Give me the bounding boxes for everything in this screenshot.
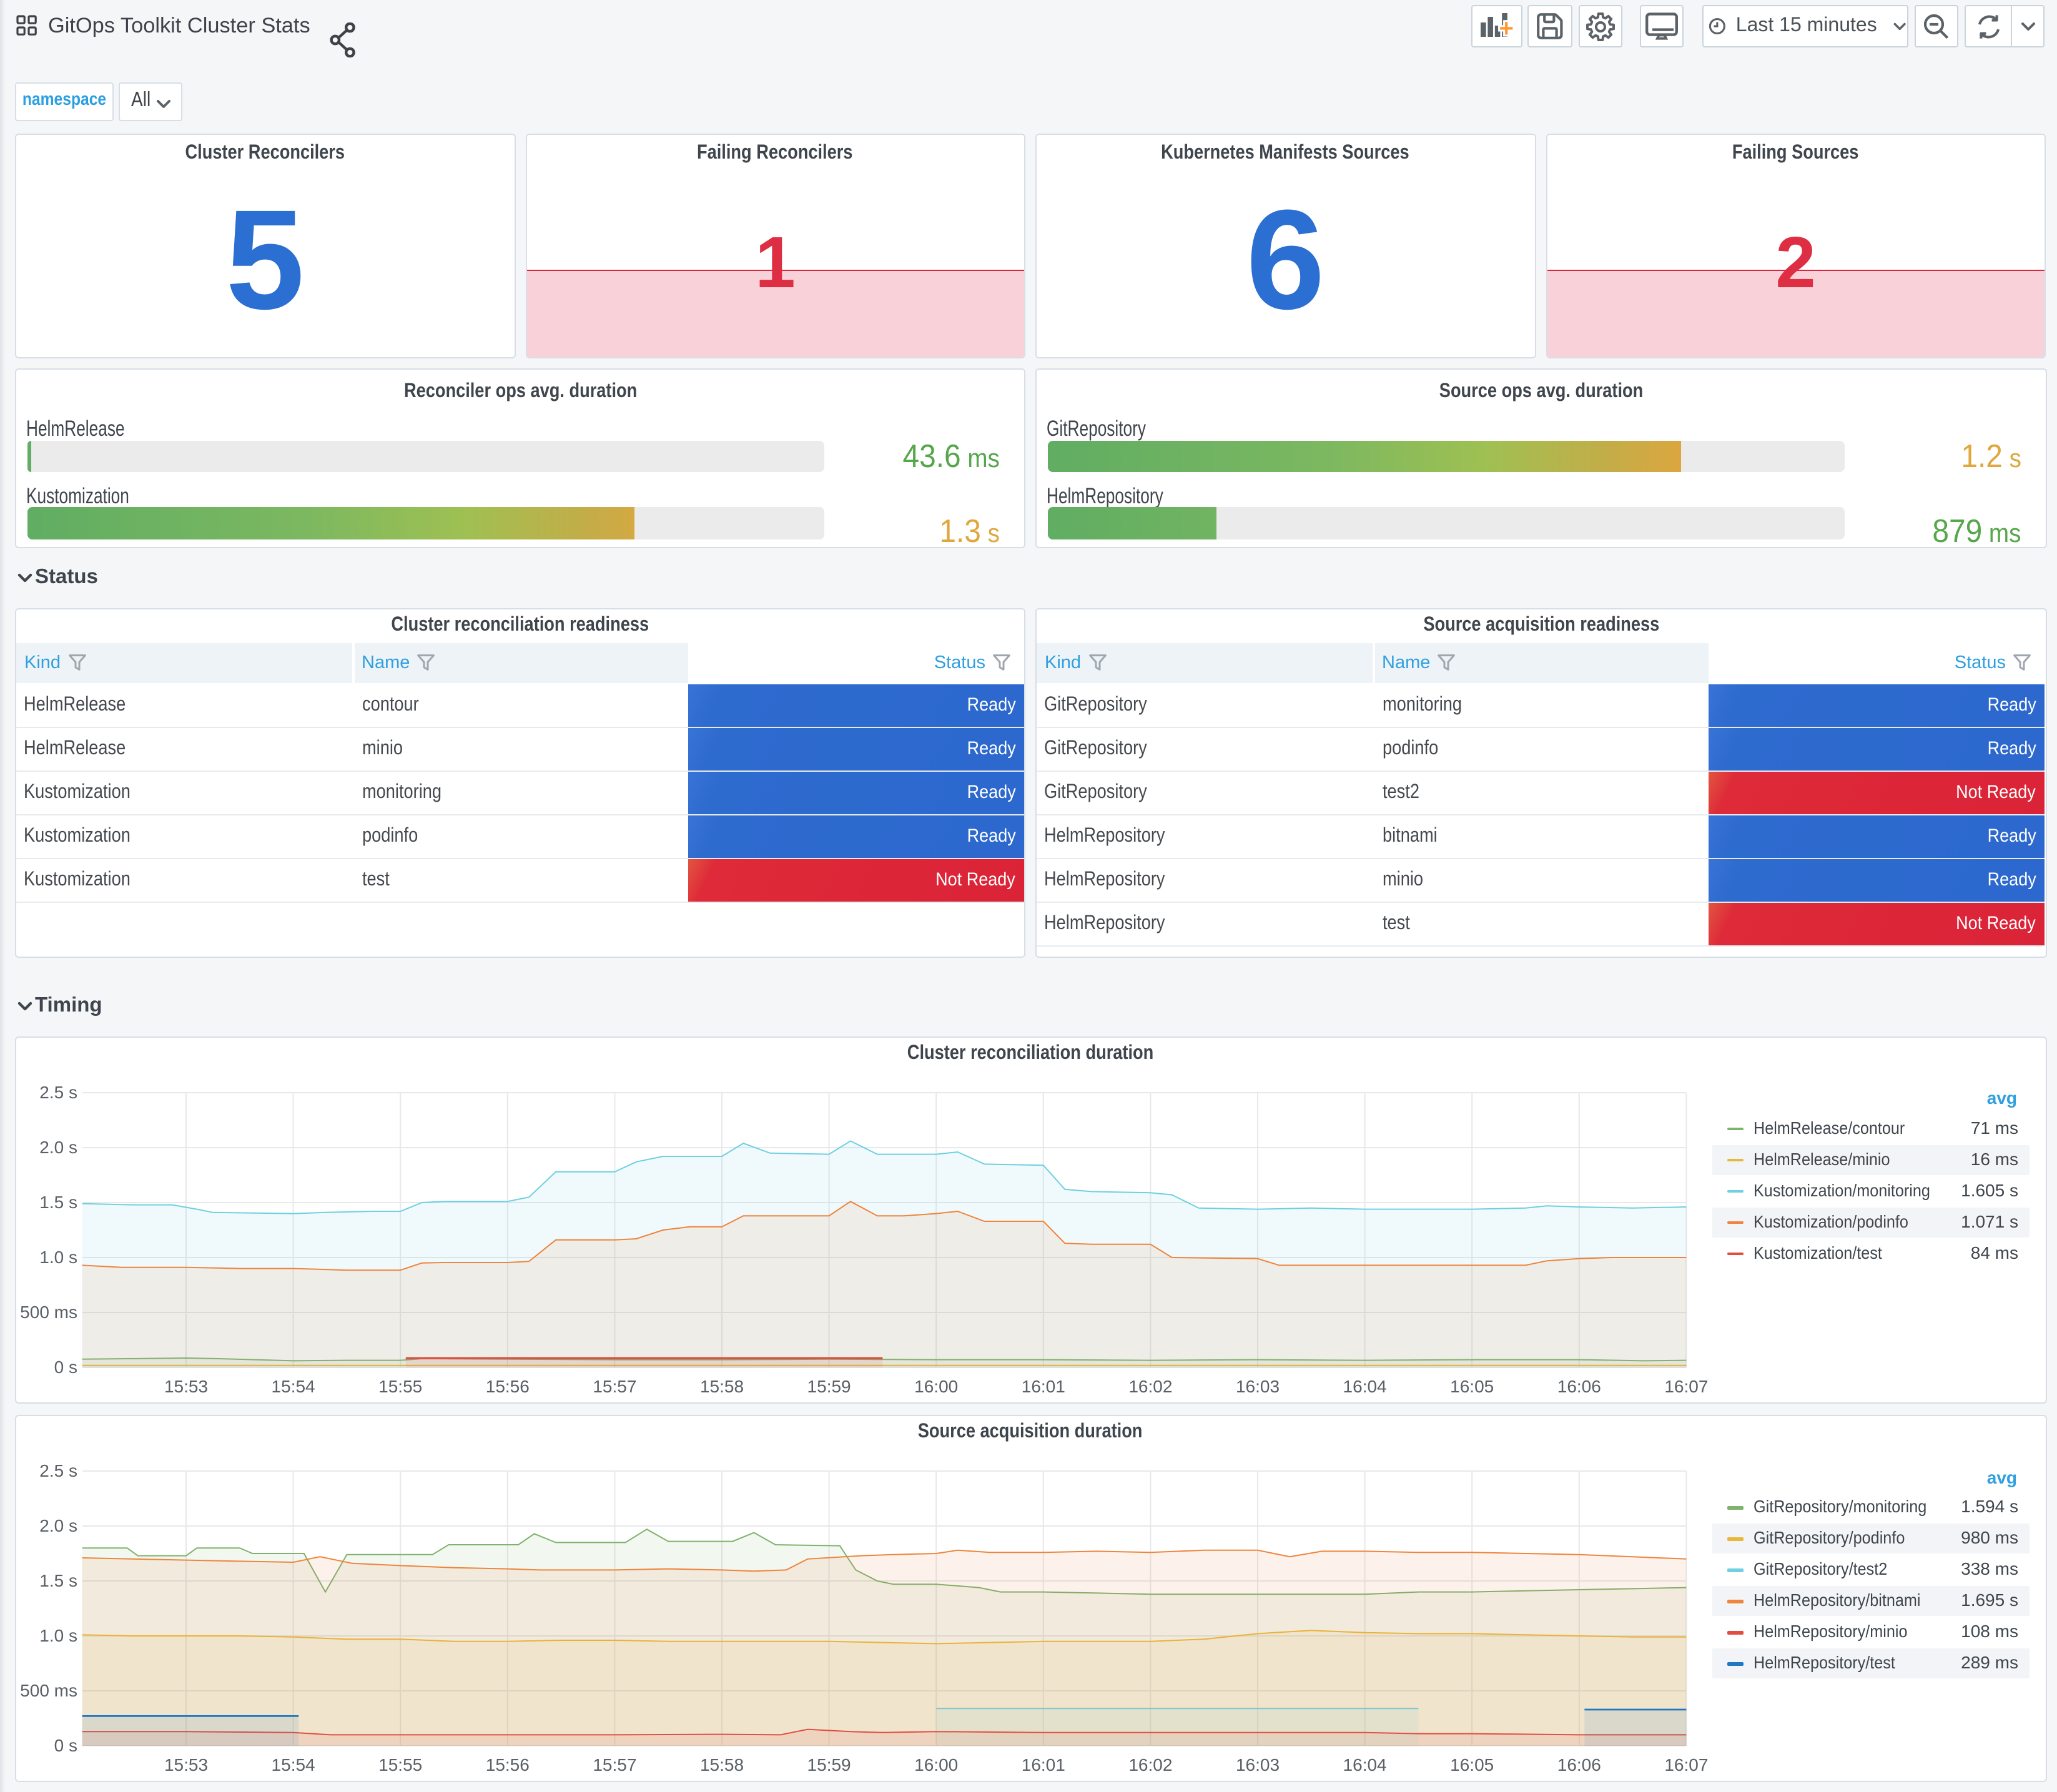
svg-text:15:54: 15:54 [272, 1755, 315, 1774]
svg-text:15:53: 15:53 [164, 1755, 208, 1774]
svg-text:2.5 s: 2.5 s [39, 1460, 77, 1480]
svg-text:0 s: 0 s [54, 1735, 77, 1755]
svg-text:15:56: 15:56 [486, 1755, 530, 1774]
svg-text:1.5 s: 1.5 s [39, 1193, 77, 1212]
svg-text:16:03: 16:03 [1236, 1377, 1280, 1396]
svg-text:500 ms: 500 ms [20, 1680, 77, 1700]
svg-text:2.0 s: 2.0 s [39, 1515, 77, 1535]
svg-text:16:02: 16:02 [1128, 1755, 1172, 1774]
svg-text:16:04: 16:04 [1343, 1377, 1387, 1396]
svg-text:1.5 s: 1.5 s [39, 1570, 77, 1590]
svg-text:16:01: 16:01 [1022, 1755, 1065, 1774]
svg-text:1.0 s: 1.0 s [39, 1625, 77, 1645]
svg-text:15:56: 15:56 [486, 1377, 530, 1396]
svg-text:16:06: 16:06 [1557, 1755, 1601, 1774]
svg-text:16:06: 16:06 [1557, 1377, 1601, 1396]
svg-text:16:00: 16:00 [914, 1755, 958, 1774]
svg-text:16:02: 16:02 [1128, 1377, 1172, 1396]
svg-text:0 s: 0 s [54, 1357, 77, 1377]
svg-text:16:05: 16:05 [1450, 1377, 1494, 1396]
svg-text:16:07: 16:07 [1664, 1755, 1708, 1774]
svg-text:16:05: 16:05 [1450, 1755, 1494, 1774]
svg-text:16:00: 16:00 [914, 1377, 958, 1396]
svg-text:16:01: 16:01 [1022, 1377, 1065, 1396]
svg-text:15:59: 15:59 [807, 1377, 851, 1396]
svg-text:2.5 s: 2.5 s [39, 1083, 77, 1102]
svg-text:16:07: 16:07 [1664, 1377, 1708, 1396]
svg-text:15:55: 15:55 [378, 1377, 422, 1396]
svg-text:15:59: 15:59 [807, 1755, 851, 1774]
svg-text:16:03: 16:03 [1236, 1755, 1280, 1774]
svg-text:15:55: 15:55 [378, 1755, 422, 1774]
svg-text:15:58: 15:58 [700, 1377, 744, 1396]
svg-text:16:04: 16:04 [1343, 1755, 1387, 1774]
svg-text:15:54: 15:54 [272, 1377, 315, 1396]
svg-text:15:57: 15:57 [593, 1755, 636, 1774]
svg-text:15:53: 15:53 [164, 1377, 208, 1396]
svg-text:15:58: 15:58 [700, 1755, 744, 1774]
svg-text:2.0 s: 2.0 s [39, 1138, 77, 1157]
svg-text:500 ms: 500 ms [20, 1302, 77, 1322]
svg-text:1.0 s: 1.0 s [39, 1248, 77, 1267]
svg-text:15:57: 15:57 [593, 1377, 636, 1396]
